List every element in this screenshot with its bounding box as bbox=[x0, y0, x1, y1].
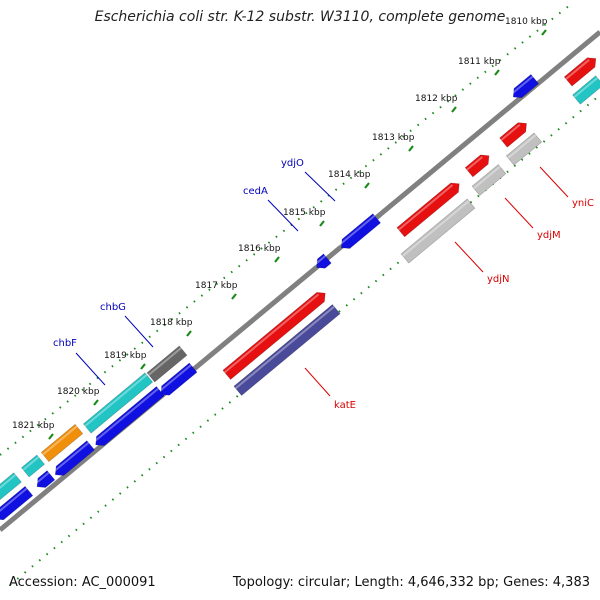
gene-forward-a[interactable] bbox=[563, 57, 597, 87]
major-tick bbox=[364, 182, 370, 189]
gene-reverse-e-highlight bbox=[0, 487, 28, 512]
gene-reverse-d-highlight bbox=[34, 471, 50, 485]
genome-summary-text: Topology: circular; Length: 4,646,332 bp… bbox=[232, 575, 590, 590]
gene-label-yniC[interactable]: yniC bbox=[572, 198, 594, 209]
major-tick bbox=[186, 330, 192, 337]
major-tick bbox=[274, 256, 280, 263]
gene-reverse-ydjO-highlight bbox=[338, 215, 376, 246]
leader-line-katE bbox=[304, 367, 331, 397]
scale-label: 1811 kbp bbox=[458, 57, 501, 67]
gene-label-ydjN[interactable]: ydjN bbox=[487, 274, 510, 285]
gene-cyan-b-highlight bbox=[22, 456, 40, 471]
major-tick bbox=[319, 220, 325, 227]
genome-backbone bbox=[0, 30, 600, 532]
scale-label: 1818 kbp bbox=[150, 318, 193, 328]
gene-reverse-cedA[interactable] bbox=[316, 253, 332, 269]
gene-reverse-chbF-highlight bbox=[92, 387, 159, 444]
map-title: Escherichia coli str. K-12 substr. W3110… bbox=[94, 9, 506, 25]
gene-reverse-a[interactable] bbox=[512, 74, 540, 99]
gene-forward-yniC-highlight bbox=[466, 156, 483, 171]
major-tick bbox=[93, 399, 99, 406]
scale-label: 1815 kbp bbox=[283, 208, 326, 218]
gene-cyan-c-highlight bbox=[0, 474, 17, 489]
gene-reverse-d[interactable] bbox=[36, 470, 56, 488]
gene-forward-yniC[interactable] bbox=[464, 154, 490, 178]
gene-label-ydjO[interactable]: ydjO bbox=[281, 158, 304, 169]
scale-label: 1810 kbp bbox=[505, 17, 548, 27]
major-tick bbox=[48, 433, 54, 440]
gene-label-chbF[interactable]: chbF bbox=[53, 338, 77, 349]
gene-reverse-c[interactable] bbox=[54, 440, 95, 476]
gene-grey-ydjN-highlight bbox=[402, 200, 470, 257]
major-tick bbox=[140, 363, 146, 370]
gene-orange-highlight bbox=[42, 425, 78, 456]
gene-orange[interactable] bbox=[40, 423, 84, 463]
leader-line-ydjN bbox=[454, 241, 484, 273]
accession-text: Accession: AC_000091 bbox=[9, 575, 156, 590]
gene-label-chbG[interactable]: chbG bbox=[100, 302, 126, 313]
gene-forward-a-highlight bbox=[565, 59, 590, 80]
gene-darkgrey[interactable] bbox=[146, 345, 188, 383]
gene-cyan-top[interactable] bbox=[572, 75, 600, 105]
leader-line-cedA bbox=[267, 199, 299, 232]
gene-cyan-top-highlight bbox=[573, 77, 599, 98]
gene-grey-b[interactable] bbox=[471, 164, 507, 196]
gene-label-katE[interactable]: katE bbox=[334, 400, 356, 411]
gene-reverse-chbF[interactable] bbox=[95, 386, 165, 446]
major-tick bbox=[451, 106, 457, 113]
gene-cyan-b[interactable] bbox=[21, 454, 45, 478]
gene-forward-ydjM-highlight bbox=[398, 184, 454, 231]
gene-cyan-chb-highlight bbox=[84, 374, 148, 427]
gene-label-cedA[interactable]: cedA bbox=[243, 186, 268, 197]
scale-label: 1812 kbp bbox=[415, 94, 458, 104]
scale-label: 1813 kbp bbox=[372, 133, 415, 143]
gene-purple-highlight bbox=[235, 305, 335, 390]
gene-reverse-cedA-highlight bbox=[313, 255, 326, 266]
gene-forward-b[interactable] bbox=[499, 122, 527, 148]
gene-reverse-c-highlight bbox=[52, 442, 90, 473]
scale-label: 1814 kbp bbox=[328, 170, 371, 180]
gene-grey-b-highlight bbox=[473, 165, 501, 190]
gene-grey-a-highlight bbox=[507, 134, 537, 159]
gene-reverse-e[interactable] bbox=[0, 485, 34, 521]
gene-reverse-a-highlight bbox=[510, 75, 534, 96]
major-tick bbox=[408, 145, 414, 152]
leader-line-ydjM bbox=[504, 197, 534, 229]
major-tick bbox=[541, 29, 547, 36]
major-tick bbox=[231, 293, 237, 300]
gene-reverse-chbG-highlight bbox=[158, 364, 192, 393]
scale-label: 1817 kbp bbox=[195, 281, 238, 291]
gene-cyan-chb[interactable] bbox=[82, 372, 154, 434]
gene-forward-b-highlight bbox=[500, 123, 521, 141]
leader-line-chbF bbox=[75, 352, 106, 386]
gene-grey-ydjN[interactable] bbox=[400, 198, 476, 264]
leader-line-chbG bbox=[124, 315, 154, 348]
gene-forward-katE[interactable] bbox=[222, 292, 326, 380]
gene-label-ydjM[interactable]: ydjM bbox=[537, 230, 561, 241]
scale-label: 1820 kbp bbox=[57, 387, 100, 397]
gene-purple[interactable] bbox=[233, 304, 341, 396]
major-tick bbox=[494, 69, 500, 76]
gene-cyan-c[interactable] bbox=[0, 472, 22, 501]
scale-label: 1819 kbp bbox=[104, 351, 147, 361]
gene-darkgrey-highlight bbox=[148, 347, 182, 376]
scale-label: 1821 kbp bbox=[12, 421, 55, 431]
gene-reverse-ydjO[interactable] bbox=[340, 213, 381, 249]
gene-forward-ydjM[interactable] bbox=[396, 182, 460, 238]
gene-forward-katE-highlight bbox=[224, 293, 320, 374]
gene-reverse-chbG[interactable] bbox=[160, 362, 198, 396]
major-ticks bbox=[48, 29, 547, 440]
gene-grey-a[interactable] bbox=[505, 132, 543, 166]
leader-line-yniC bbox=[539, 166, 569, 198]
leader-line-ydjO bbox=[304, 171, 336, 202]
scale-label: 1816 kbp bbox=[238, 244, 281, 254]
